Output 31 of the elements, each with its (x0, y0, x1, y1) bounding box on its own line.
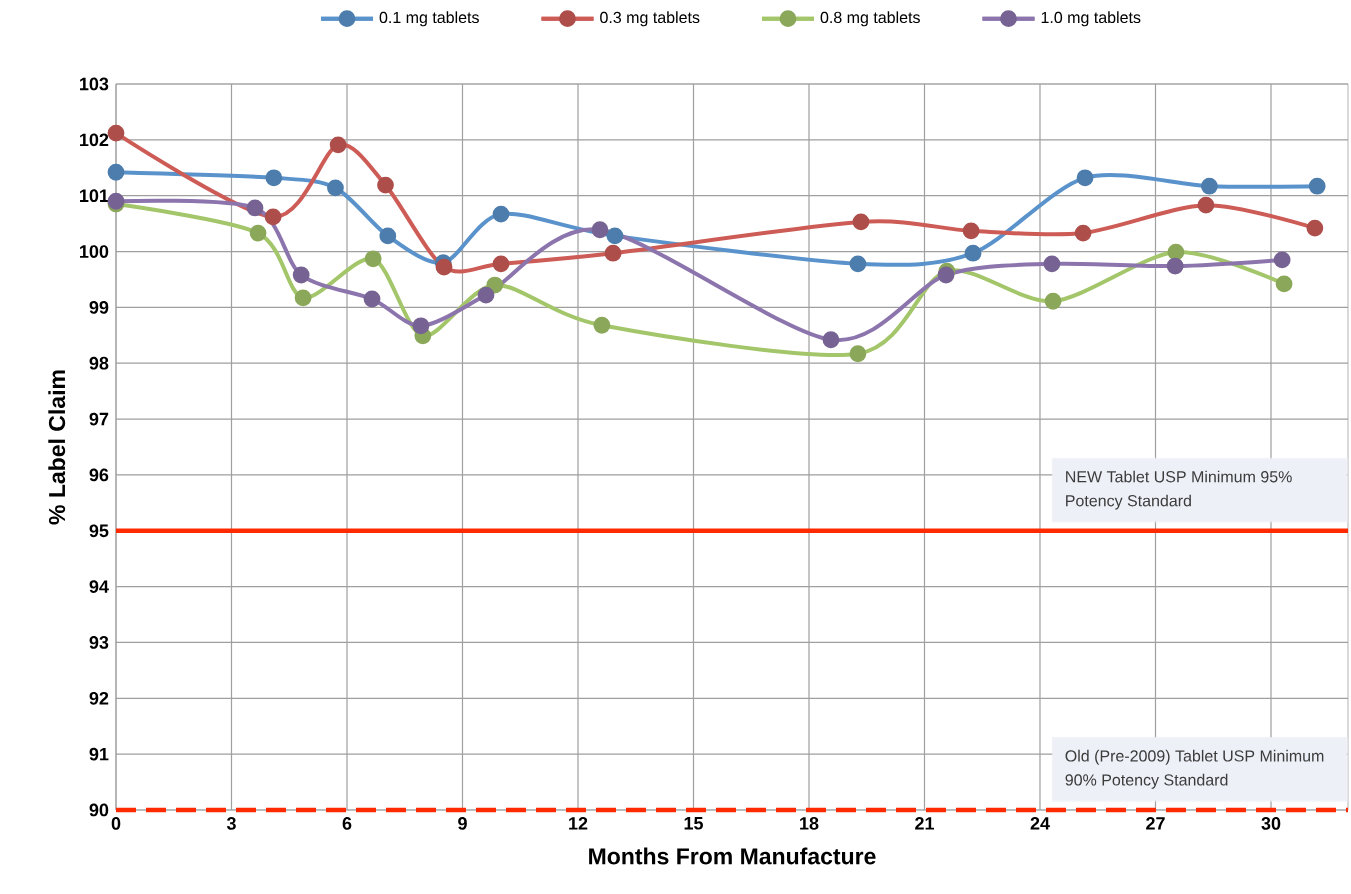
y-tick-label: 97 (89, 412, 109, 426)
x-tick-label: 12 (569, 817, 588, 830)
y-tick-label: 95 (89, 524, 109, 538)
y-tick-label: 92 (89, 691, 109, 705)
legend-label: 0.1 mg tablets (379, 11, 479, 27)
x-tick-label: 9 (458, 817, 467, 830)
x-tick-label: 24 (1030, 817, 1050, 830)
y-tick-label: 102 (80, 133, 109, 147)
legend-label: 0.3 mg tablets (600, 11, 700, 27)
x-tick-label: 6 (342, 817, 352, 830)
x-axis-title: Months From Manufacture (589, 847, 876, 865)
y-tick-label: 94 (89, 580, 109, 593)
y-axis-title: % Label Claim (48, 370, 66, 525)
x-tick-label: 3 (226, 817, 236, 830)
x-tick-label: 0 (111, 817, 121, 830)
y-tick-label: 103 (80, 77, 109, 91)
y-tick-label: 93 (89, 636, 109, 649)
x-tick-label: 15 (684, 817, 703, 830)
x-tick-label: 21 (915, 817, 934, 830)
y-tick-label: 91 (89, 747, 109, 761)
y-tick-label: 101 (80, 189, 109, 203)
legend-label: 1.0 mg tablets (1041, 11, 1141, 27)
y-tick-label: 90 (89, 803, 109, 817)
legend-label: 0.8 mg tablets (820, 11, 920, 27)
y-tick-label: 100 (80, 245, 109, 258)
y-tick-label: 98 (89, 356, 109, 370)
y-tick-label: 99 (89, 300, 109, 314)
x-tick-label: 27 (1146, 817, 1165, 830)
y-tick-label: 96 (89, 468, 109, 482)
x-tick-label: 18 (800, 817, 819, 830)
x-tick-label: 30 (1261, 817, 1281, 830)
